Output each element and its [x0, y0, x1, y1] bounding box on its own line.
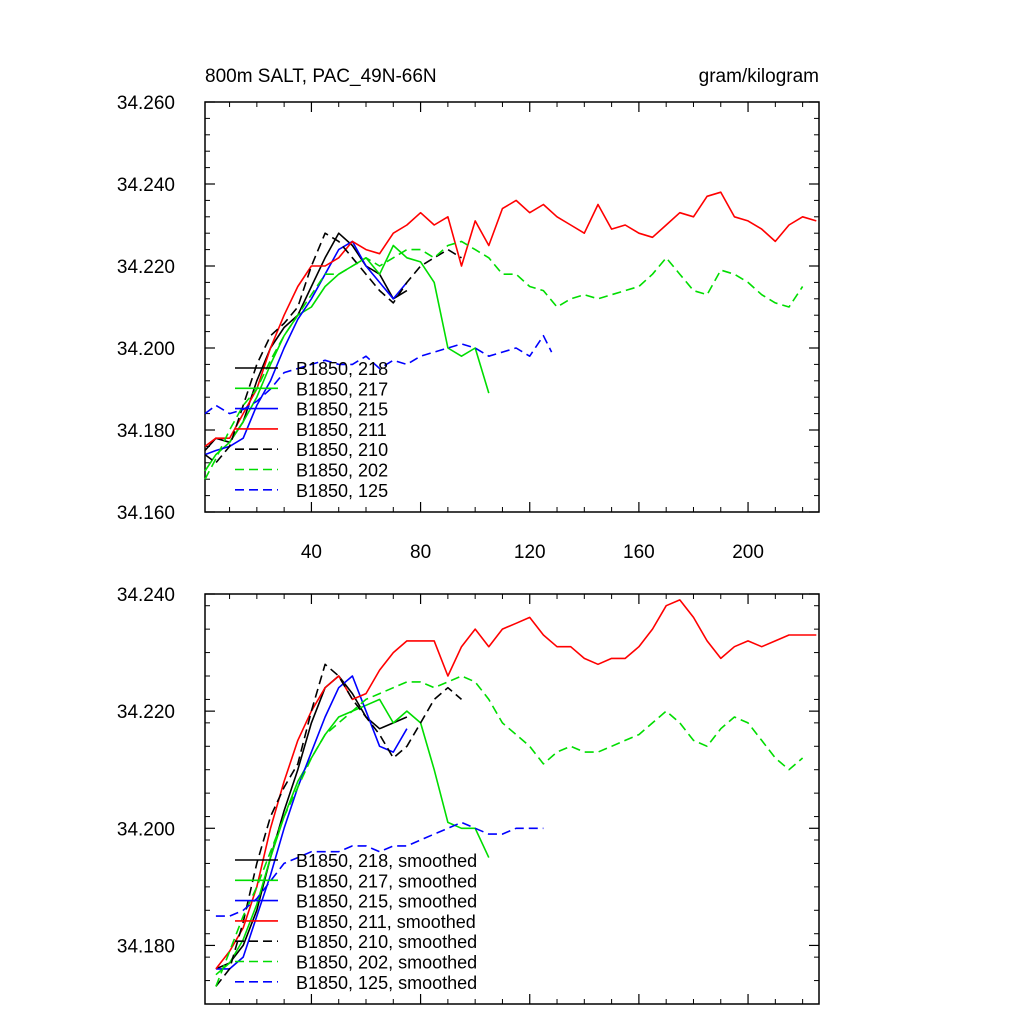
- x-tick-label: 160: [623, 542, 655, 563]
- bottom-panel: 34.180 34.200 34.220 34.240 B1850, 218, smo…: [117, 585, 820, 1005]
- series-line: [215, 675, 804, 987]
- top-plot-frame: [204, 101, 820, 513]
- bottom-axes: 34.180 34.200 34.220 34.240: [117, 585, 819, 1005]
- y-tick-label: 34.260: [117, 93, 175, 114]
- series-line: [215, 675, 408, 970]
- legend-label: B1850, 217: [296, 379, 388, 399]
- series-line: [215, 599, 817, 970]
- y-tick-label: 34.200: [117, 339, 175, 360]
- bottom-series-lines: [215, 599, 817, 987]
- legend-label: B1850, 210: [296, 440, 388, 460]
- series-line: [204, 191, 817, 448]
- x-tick-label: 40: [301, 542, 322, 563]
- top-title: 800m SALT, PAC_49N-66N: [205, 66, 437, 87]
- series-line: [215, 663, 463, 987]
- top-units: gram/kilogram: [699, 66, 819, 87]
- y-tick-label: 34.220: [117, 257, 175, 278]
- y-tick-label: 34.240: [117, 175, 175, 196]
- series-line: [215, 821, 544, 917]
- legend-label: B1850, 218: [296, 359, 388, 379]
- y-tick-label: 34.180: [117, 421, 175, 442]
- bottom-plot-frame: [204, 593, 820, 1005]
- legend-label: B1850, 217, smoothed: [296, 871, 477, 891]
- series-line: [204, 334, 553, 415]
- x-tick-label: 200: [732, 542, 764, 563]
- series-line: [204, 240, 804, 480]
- y-tick-label: 34.240: [117, 585, 175, 606]
- y-tick-label: 34.160: [117, 503, 175, 524]
- series-line: [204, 232, 462, 464]
- series-line: [215, 675, 408, 970]
- x-tick-label: 80: [410, 542, 431, 563]
- legend-label: B1850, 218, smoothed: [296, 851, 477, 871]
- series-line: [204, 240, 408, 456]
- legend-label: B1850, 215, smoothed: [296, 892, 477, 912]
- top-axes: 40 80 120 160 200 34.160 34.180 34.200 34.220 34.…: [117, 93, 819, 563]
- legend-label: B1850, 215: [296, 400, 388, 420]
- top-panel: 800m SALT, PAC_49N-66N gram/kilogram 40 8…: [117, 66, 820, 563]
- legend-label: B1850, 211, smoothed: [296, 912, 476, 932]
- legend-label: B1850, 125: [296, 481, 388, 501]
- top-series-lines: [204, 191, 817, 480]
- legend-label: B1850, 211: [296, 420, 387, 440]
- legend-label: B1850, 210, smoothed: [296, 932, 477, 952]
- x-tick-label: 120: [514, 542, 546, 563]
- legend-label: B1850, 202: [296, 461, 388, 481]
- legend-label: B1850, 202, smoothed: [296, 953, 477, 973]
- y-tick-label: 34.220: [117, 702, 175, 723]
- legend-label: B1850, 125, smoothed: [296, 973, 477, 993]
- y-tick-label: 34.180: [117, 936, 175, 957]
- y-tick-label: 34.200: [117, 819, 175, 840]
